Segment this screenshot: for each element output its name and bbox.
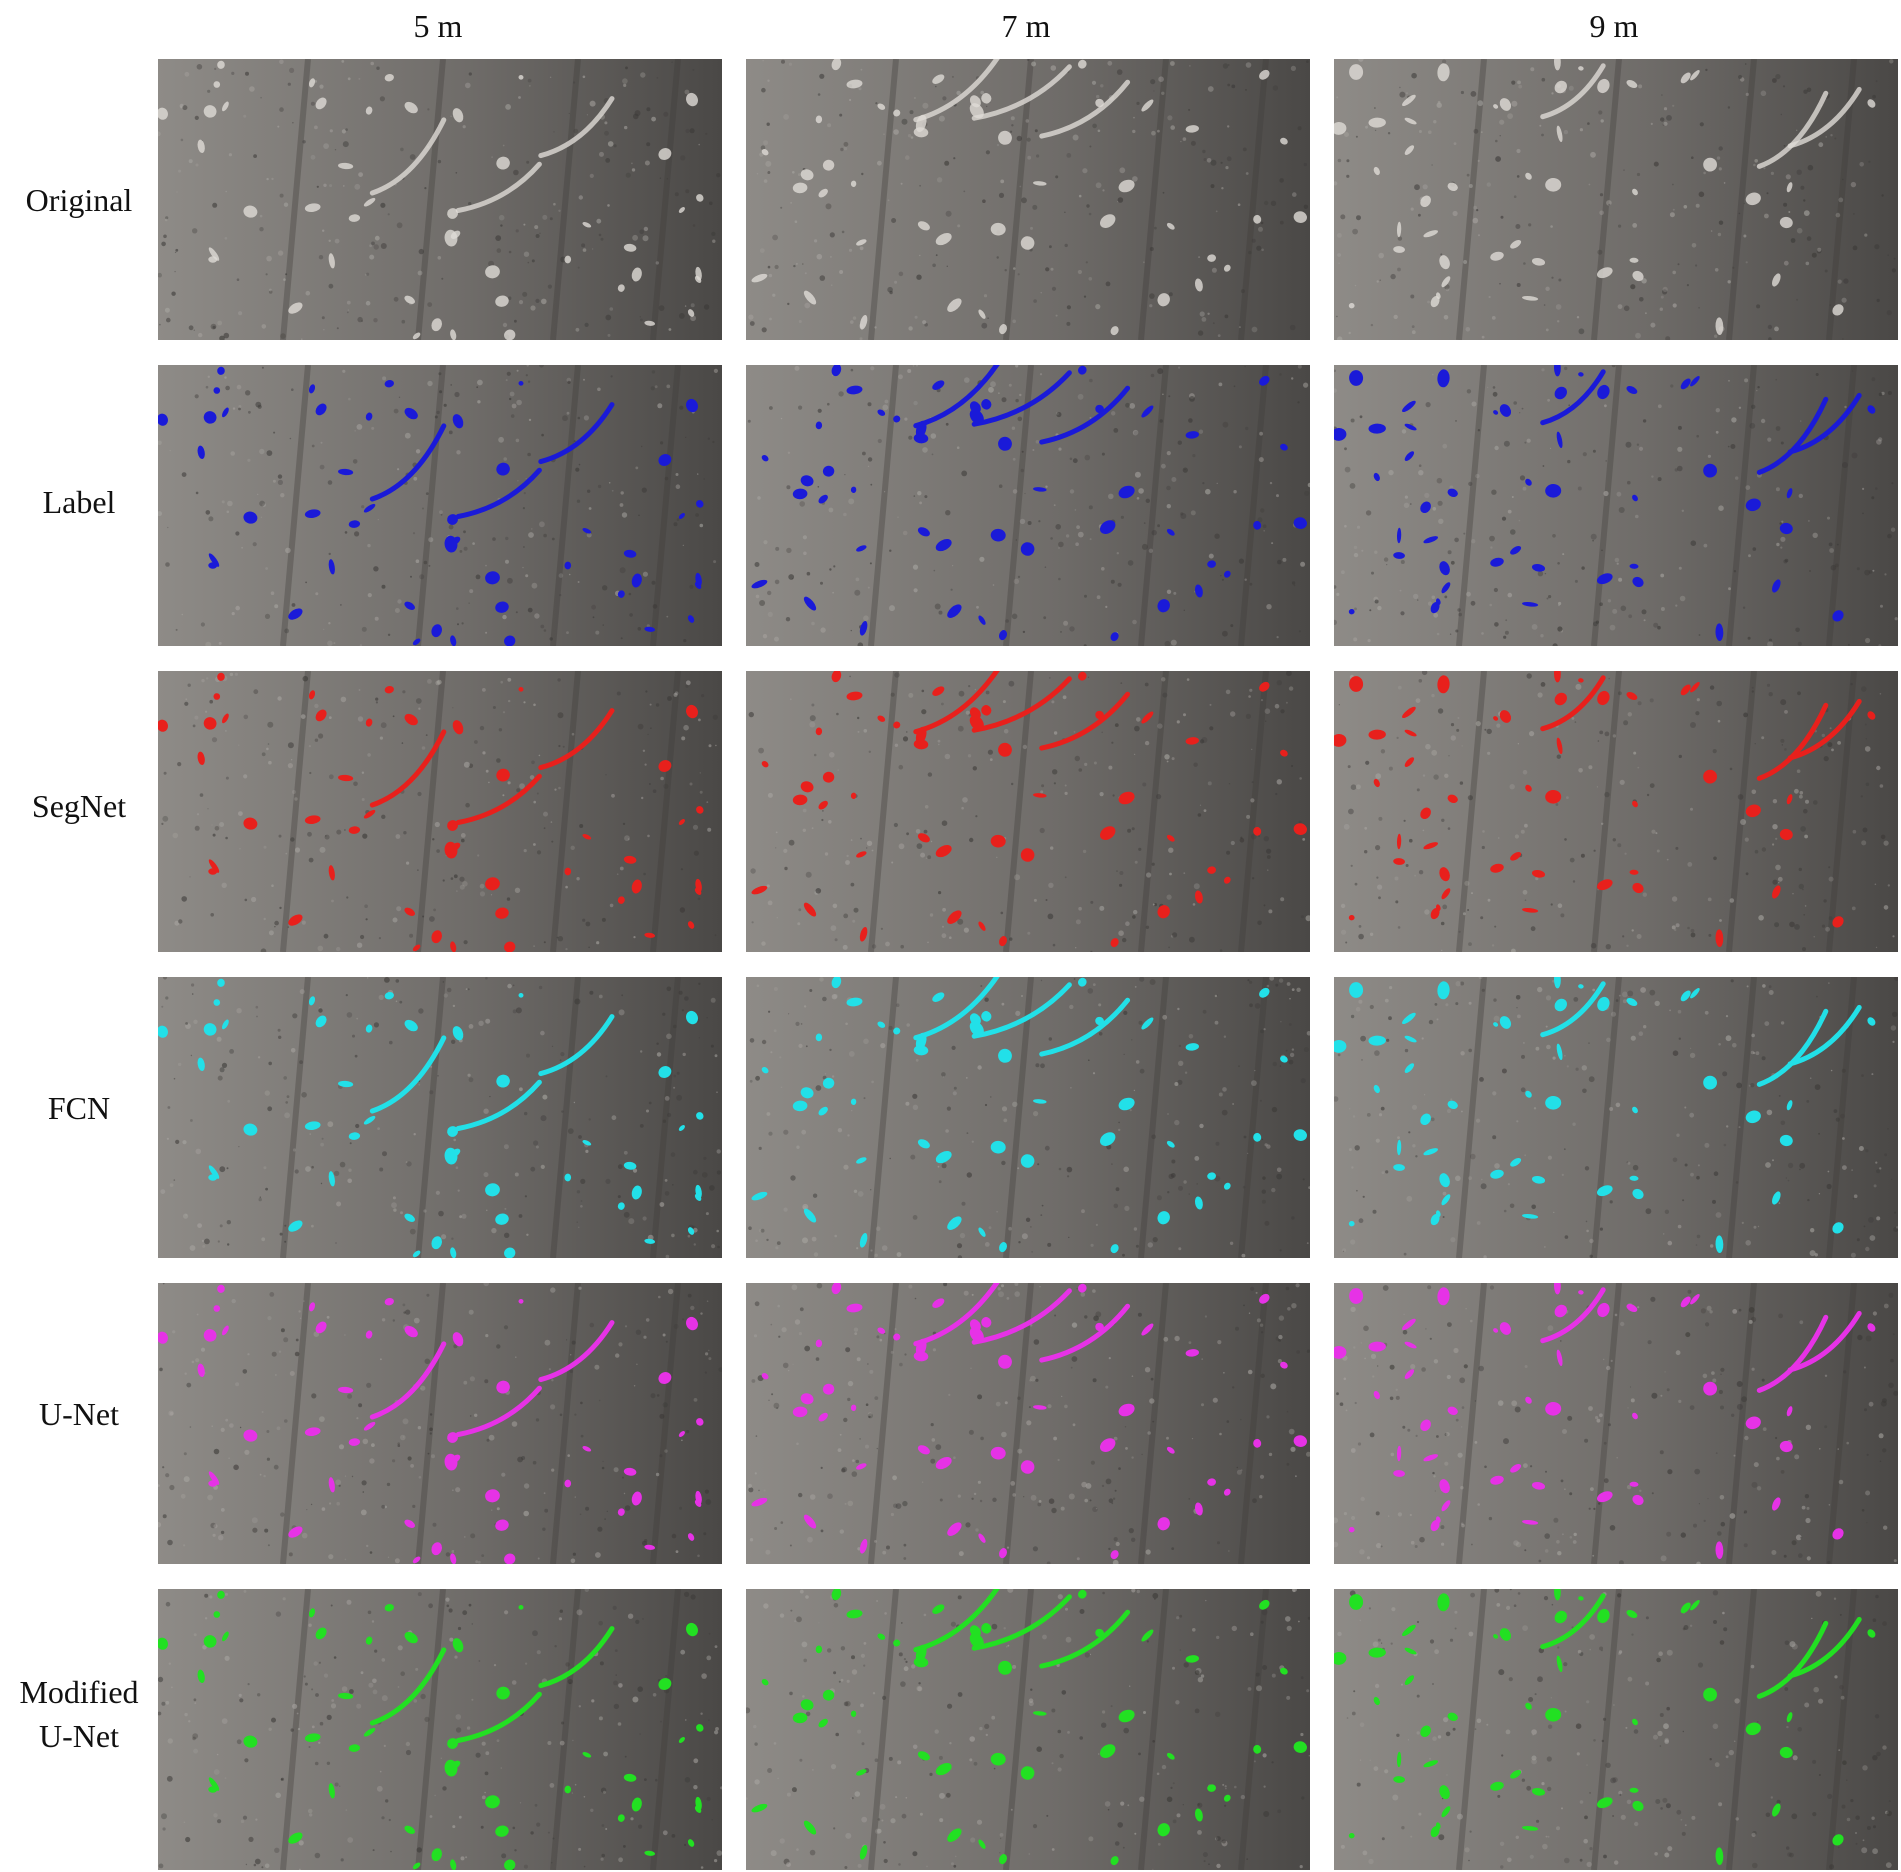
image-panel-row6-9m [1334,1589,1898,1870]
soil-image [746,59,1310,340]
row-label-line: FCN [47,1090,111,1126]
image-panel-row2-7m [746,365,1310,646]
image-panel-row5-7m [746,1283,1310,1564]
image-panel-row3-7m [746,671,1310,952]
row-label-u-net: U-Net [0,1392,158,1436]
column-header-9m: 9 m [1589,8,1639,44]
image-panel-row2-5m [158,365,722,646]
row-label-line: U-Net [39,1396,119,1432]
row-label-original: Original [0,178,158,222]
row-label-fcn: FCN [0,1086,158,1130]
row-label-segnet: SegNet [0,784,158,828]
image-panel-row3-9m [1334,671,1898,952]
column-header-7m: 7 m [1001,8,1051,44]
soil-image [158,59,722,340]
image-panel-row6-5m [158,1589,722,1870]
image-panel-row5-9m [1334,1283,1898,1564]
row-label-modified-u-net: Modified U-Net [0,1670,158,1758]
soil-image [746,365,1310,646]
image-panel-row3-5m [158,671,722,952]
image-panel-row4-7m [746,977,1310,1258]
soil-image [1334,1283,1898,1564]
image-panel-row1-7m [746,59,1310,340]
soil-image [158,1589,722,1870]
image-panel-row1-9m [1334,59,1898,340]
image-panel-row4-5m [158,977,722,1258]
soil-image [158,977,722,1258]
row-label-line: Label [42,484,116,520]
row-label-line: Modified [19,1674,139,1710]
image-panel-row4-9m [1334,977,1898,1258]
soil-image [1334,977,1898,1258]
image-panel-row6-7m [746,1589,1310,1870]
image-panel-row5-5m [158,1283,722,1564]
row-label-line: Original [25,182,133,218]
soil-image [746,671,1310,952]
image-panel-row1-5m [158,59,722,340]
column-header-5m: 5 m [413,8,463,44]
soil-image [746,977,1310,1258]
soil-image [158,671,722,952]
soil-image [746,1589,1310,1870]
soil-image [1334,59,1898,340]
row-label-line: SegNet [31,788,127,824]
soil-image [158,365,722,646]
row-label-label: Label [0,480,158,524]
soil-image [1334,365,1898,646]
soil-image [1334,671,1898,952]
row-label-line: U-Net [39,1718,119,1754]
soil-image [746,1283,1310,1564]
image-panel-row2-9m [1334,365,1898,646]
soil-image [158,1283,722,1564]
soil-image [1334,1589,1898,1870]
